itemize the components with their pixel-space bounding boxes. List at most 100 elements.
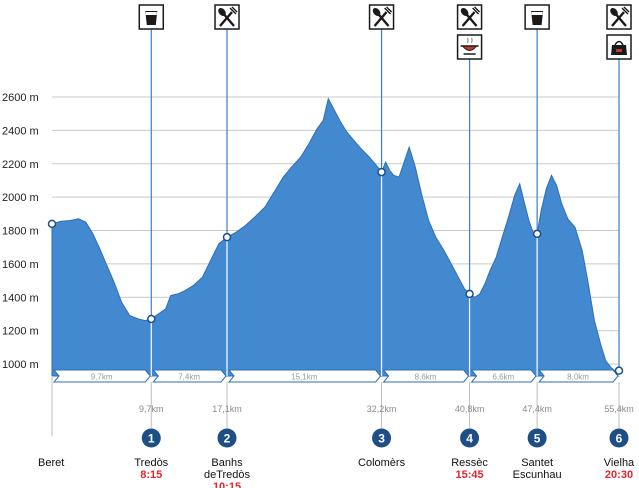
segment-distance-label: 8,6km bbox=[415, 373, 437, 382]
segment-arrow-3 bbox=[227, 369, 382, 383]
segment-arrow-4 bbox=[382, 369, 470, 383]
fork-tines bbox=[472, 6, 481, 15]
stop-number: 3 bbox=[378, 432, 385, 446]
stop-name-line: Colomèrs bbox=[358, 457, 406, 469]
stop-number-badge bbox=[372, 428, 392, 448]
y-tick-label-2400: 2400 m bbox=[2, 125, 39, 137]
segment-arrow-6 bbox=[538, 369, 619, 383]
segment-distance-label: 9,7km bbox=[91, 373, 113, 382]
stop-point-marker bbox=[532, 229, 542, 239]
stop-name-line: Escunhau bbox=[513, 469, 562, 481]
bag-icon bbox=[606, 34, 632, 60]
stop-time-label: 8:15 bbox=[140, 469, 162, 481]
stop-time-label: 15:45 bbox=[456, 469, 484, 481]
segment-distance-bar: 9,7km 7,4km 15,1km 8,6km 6,6km 8,0km bbox=[52, 369, 619, 383]
glass-icon bbox=[524, 4, 550, 30]
stop-name-label: Vielha bbox=[604, 457, 635, 469]
glass-icon bbox=[138, 4, 165, 30]
stop-km-label: 17,1km bbox=[212, 404, 242, 414]
y-tick-label-1400: 1400 m bbox=[2, 292, 39, 304]
y-tick-label-2200: 2200 m bbox=[2, 159, 39, 171]
y-axis-ticks: 1000 m 1200 m 1400 m 1600 m 1800 m 2000 m 2200… bbox=[2, 92, 39, 371]
bag-handle bbox=[614, 40, 624, 46]
stop-point-marker bbox=[614, 366, 624, 375]
stop-point-marker bbox=[147, 314, 156, 324]
stop-point-marker bbox=[377, 167, 386, 177]
spoon-head bbox=[218, 7, 226, 17]
stop-km-label: 32,2km bbox=[367, 404, 397, 414]
segment-distance-label: 15,1km bbox=[291, 373, 318, 382]
fork-tines bbox=[621, 6, 630, 15]
fork-tines bbox=[229, 6, 238, 15]
segment-arrow-5 bbox=[470, 369, 537, 383]
stop-point-marker bbox=[465, 289, 474, 299]
fork-handle bbox=[611, 11, 625, 27]
stop-km-label: 47,4km bbox=[522, 404, 552, 414]
y-tick-label-1800: 1800 m bbox=[2, 226, 39, 238]
stop-number: 4 bbox=[466, 432, 473, 446]
stop-time-label: 10:15 bbox=[213, 481, 241, 488]
elevation-area bbox=[51, 97, 620, 377]
cutlery-icon bbox=[606, 4, 632, 30]
stop-name-label: Colomèrs bbox=[358, 457, 406, 469]
start-point-marker bbox=[47, 219, 57, 229]
spoon-head bbox=[610, 7, 618, 17]
segment-arrow-2 bbox=[152, 369, 227, 383]
steam bbox=[467, 37, 473, 44]
stop-number-badge bbox=[217, 428, 237, 448]
elevation-area-layer bbox=[51, 97, 620, 377]
glass-foam bbox=[531, 12, 543, 15]
stop-time-label: 20:30 bbox=[605, 469, 633, 481]
stop-number-badge bbox=[141, 428, 161, 448]
stop-name-line: Santet bbox=[521, 457, 553, 469]
stop-number: 2 bbox=[224, 432, 231, 446]
y-tick-label-1000: 1000 m bbox=[2, 359, 39, 371]
fork-handle bbox=[373, 11, 388, 27]
cutlery-icon bbox=[456, 4, 483, 30]
bag-label bbox=[616, 49, 622, 52]
y-tick-label-1200: 1200 m bbox=[2, 326, 39, 338]
start-name-label: Beret bbox=[38, 457, 64, 469]
spoon-head bbox=[372, 7, 381, 17]
soup-icon bbox=[456, 34, 483, 60]
stop-km-label: 40,8km bbox=[455, 404, 485, 414]
stop-name-line: Tredòs bbox=[134, 457, 168, 469]
segment-distance-label: 8,0km bbox=[567, 373, 589, 382]
stop-point-marker bbox=[222, 232, 232, 242]
y-tick-label-2000: 2000 m bbox=[2, 192, 39, 204]
y-tick-label-2600: 2600 m bbox=[2, 92, 39, 104]
stop-name-line: deTredòs bbox=[204, 469, 251, 481]
stop-number: 5 bbox=[534, 432, 541, 446]
stop-name-label: Ressèc bbox=[451, 457, 488, 469]
y-tick-label-1600: 1600 m bbox=[2, 259, 39, 271]
cutlery-icon bbox=[368, 4, 395, 30]
fork-handle bbox=[219, 11, 233, 27]
fork-tines bbox=[384, 6, 393, 15]
cutlery-icon bbox=[214, 4, 240, 30]
segment-arrow-1 bbox=[52, 369, 151, 383]
glass-foam bbox=[145, 12, 157, 15]
stop-km-label: 55,4km bbox=[604, 404, 634, 414]
spoon-head bbox=[460, 7, 469, 17]
stop-number-badge bbox=[460, 428, 480, 448]
stop-name-label: Banhs deTredòs bbox=[204, 457, 251, 481]
segment-distance-label: 7,4km bbox=[178, 373, 200, 382]
stop-km-label: 9,7km bbox=[139, 404, 164, 414]
stop-number: 1 bbox=[148, 432, 155, 446]
stop-number-badge bbox=[609, 428, 629, 448]
stop-name-label: Santet Escunhau bbox=[513, 457, 562, 481]
stop-name-line: Ressèc bbox=[451, 457, 488, 469]
fork-handle bbox=[461, 11, 476, 27]
stop-5: 47,4km 5 Santet Escunhau bbox=[513, 4, 562, 481]
stop-number-badge bbox=[527, 428, 547, 448]
stop-name-line: Vielha bbox=[604, 457, 635, 469]
segment-distance-label: 6,6km bbox=[492, 373, 514, 382]
stop-3: 32,2km 3 Colomèrs bbox=[358, 4, 406, 469]
stop-name-line: Banhs bbox=[211, 457, 243, 469]
